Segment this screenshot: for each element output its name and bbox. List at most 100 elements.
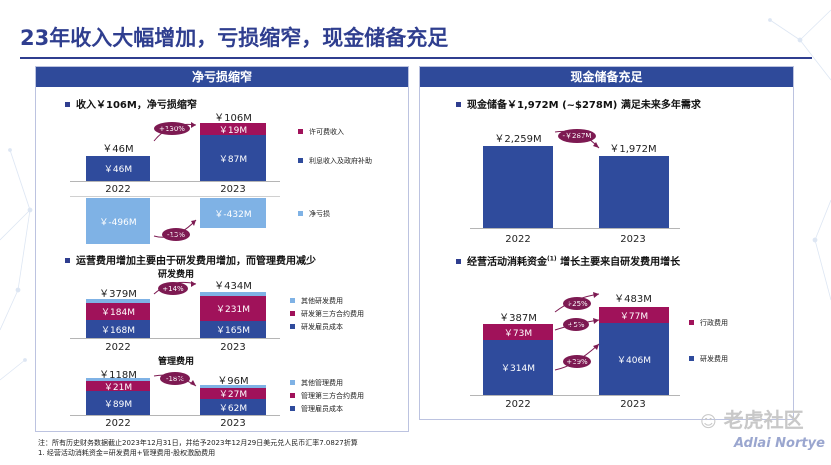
revenue-growth-arrow xyxy=(153,122,197,142)
legend-ga-employee: 管理雇员成本 xyxy=(290,404,343,414)
rd-growth-arrow xyxy=(153,281,197,295)
bullet-icon xyxy=(65,101,70,107)
opex-bar-2023-admin: ￥77M xyxy=(599,307,669,323)
opex-growth-arrows xyxy=(554,292,600,371)
ga-change-arrow xyxy=(153,374,197,387)
rd-baseline xyxy=(70,338,280,339)
opex-year-2022: 2022 xyxy=(505,399,531,410)
rd-bar-2022-employee: ￥168M xyxy=(86,320,150,338)
revenue-total-2022: ￥46M xyxy=(102,144,134,155)
legend-swatch xyxy=(290,379,295,385)
bullet-icon xyxy=(456,258,461,264)
opex-cash-text-a: 经营活动消耗资金 xyxy=(467,257,547,268)
cash-bar-2022 xyxy=(483,146,553,228)
ga-chart-title: 管理费用 xyxy=(158,357,195,367)
ga-bar-2022-other xyxy=(86,378,150,381)
cash-year-2023: 2023 xyxy=(620,234,646,245)
legend-ga-other: 其他管理费用 xyxy=(290,378,343,388)
legend-net-loss: 净亏损 xyxy=(298,209,330,219)
watermark-community: ☺ 老虎社区 xyxy=(700,408,804,432)
legend-swatch xyxy=(290,392,295,398)
cash-total-2023: ￥1,972M xyxy=(609,144,657,155)
legend-swatch xyxy=(298,128,303,134)
opex-cash-section-heading: 经营活动消耗资金(1) 增长主要来自研发费用增长 xyxy=(456,253,680,268)
footnote-1: 注：所有历史财务数据截止2023年12月31日，并给予2023年12月29日美元… xyxy=(38,439,358,447)
page-title: 23年收入大幅增加，亏损缩窄，现金储备充足 xyxy=(20,26,449,50)
cash-bar-2023 xyxy=(599,156,669,228)
rd-total-2022: ￥379M xyxy=(99,289,137,300)
cash-change-arrow xyxy=(554,130,600,149)
revenue-section-heading: 收入￥106M，净亏损缩窄 xyxy=(65,96,197,111)
cash-baseline xyxy=(470,228,680,229)
legend-swatch xyxy=(298,210,303,216)
legend-admin-expense: 行政费用 xyxy=(689,318,728,328)
rd-year-2022: 2022 xyxy=(105,342,131,353)
rd-bar-2022-contract: ￥184M xyxy=(86,303,150,320)
legend-swatch xyxy=(290,310,295,316)
right-panel-header: 现金储备充足 xyxy=(420,67,793,87)
legend-interest-income: 利息收入及政府补助 xyxy=(298,156,372,166)
opex-baseline xyxy=(470,395,680,396)
opex-section-heading: 运营费用增加主要由于研发费用增加，而管理费用减少 xyxy=(65,252,316,267)
title-underline xyxy=(20,57,812,59)
opex-section-text: 运营费用增加主要由于研发费用增加，而管理费用减少 xyxy=(76,256,316,267)
ga-year-2022: 2022 xyxy=(105,418,131,429)
legend-swatch xyxy=(290,323,295,329)
ga-bar-2022-employee: ￥89M xyxy=(86,391,150,415)
revenue-year-2023: 2023 xyxy=(220,184,246,195)
opex-bar-2022-admin: ￥73M xyxy=(483,324,553,340)
legend-swatch xyxy=(298,157,303,163)
rd-bar-2023-other xyxy=(200,292,266,296)
watermark-logo-icon: ☺ xyxy=(700,412,717,431)
ga-bar-2022-contract: ￥21M xyxy=(86,381,150,393)
rd-total-2023: ￥434M xyxy=(214,281,252,292)
legend-rd-contract: 研发第三方合约费用 xyxy=(290,309,364,319)
ga-total-2023: ￥96M xyxy=(217,376,249,387)
opex-total-2022: ￥387M xyxy=(499,313,537,324)
cash-change-badge: -￥287M xyxy=(558,129,596,143)
cash-total-2022: ￥2,259M xyxy=(494,134,542,145)
opex-total-growth-badge: +25% xyxy=(563,297,591,310)
legend-ga-contract: 管理第三方合约费用 xyxy=(290,391,364,401)
cash-section-heading: 现金储备￥1,972M (~$278M) 满足未来多年需求 xyxy=(456,96,701,111)
legend-rd-employee: 研发雇员成本 xyxy=(290,322,343,332)
legend-swatch xyxy=(689,319,694,325)
rd-chart-title: 研发费用 xyxy=(158,270,195,280)
watermark-company: Adlai Nortye xyxy=(734,436,825,451)
legend-swatch xyxy=(689,355,694,361)
rd-bar-2023-employee: ￥165M xyxy=(200,321,266,338)
net-loss-bar-2023: ￥-432M xyxy=(200,198,266,228)
opex-bar-2023-rd: ￥406M xyxy=(599,323,669,395)
opex-year-2023: 2023 xyxy=(620,399,646,410)
revenue-baseline xyxy=(70,181,280,182)
revenue-year-2022: 2022 xyxy=(105,184,131,195)
net-loss-arrow xyxy=(153,219,197,238)
revenue-total-2023: ￥106M xyxy=(214,113,252,124)
ga-year-2023: 2023 xyxy=(220,418,246,429)
revenue-bar-2022: ￥46M xyxy=(86,156,150,181)
bullet-icon xyxy=(65,257,70,263)
rd-year-2023: 2023 xyxy=(220,342,246,353)
revenue-section-text: 收入￥106M，净亏损缩窄 xyxy=(76,100,197,111)
rd-growth-badge: +14% xyxy=(158,282,188,295)
ga-baseline xyxy=(70,415,280,416)
legend-swatch xyxy=(290,405,295,411)
rd-bar-2022-other xyxy=(86,299,150,303)
cash-section-text: 现金储备￥1,972M (~$278M) 满足未来多年需求 xyxy=(467,100,701,111)
legend-rd-expense: 研发费用 xyxy=(689,354,728,364)
ga-total-2022: ￥118M xyxy=(99,370,137,381)
revenue-bar-2023-interest: ￥87M xyxy=(200,135,266,181)
legend-swatch xyxy=(290,297,295,303)
bullet-icon xyxy=(456,101,461,107)
cash-year-2022: 2022 xyxy=(505,234,531,245)
revenue-bar-2023-license: ￥19M xyxy=(200,123,266,136)
legend-rd-other: 其他研发费用 xyxy=(290,296,343,306)
ga-bar-2023-employee: ￥62M xyxy=(200,399,266,415)
ga-bar-2023-contract: ￥27M xyxy=(200,388,266,400)
loss-divider xyxy=(70,196,280,197)
legend-license-revenue: 许可费收入 xyxy=(298,127,344,137)
net-loss-bar-2022: ￥-496M xyxy=(86,198,150,244)
footnote-marker: (1) xyxy=(547,255,557,263)
opex-cash-text-b: 增长主要来自研发费用增长 xyxy=(556,257,681,268)
